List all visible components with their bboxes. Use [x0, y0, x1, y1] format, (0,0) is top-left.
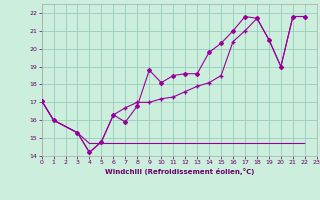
X-axis label: Windchill (Refroidissement éolien,°C): Windchill (Refroidissement éolien,°C)	[105, 168, 254, 175]
